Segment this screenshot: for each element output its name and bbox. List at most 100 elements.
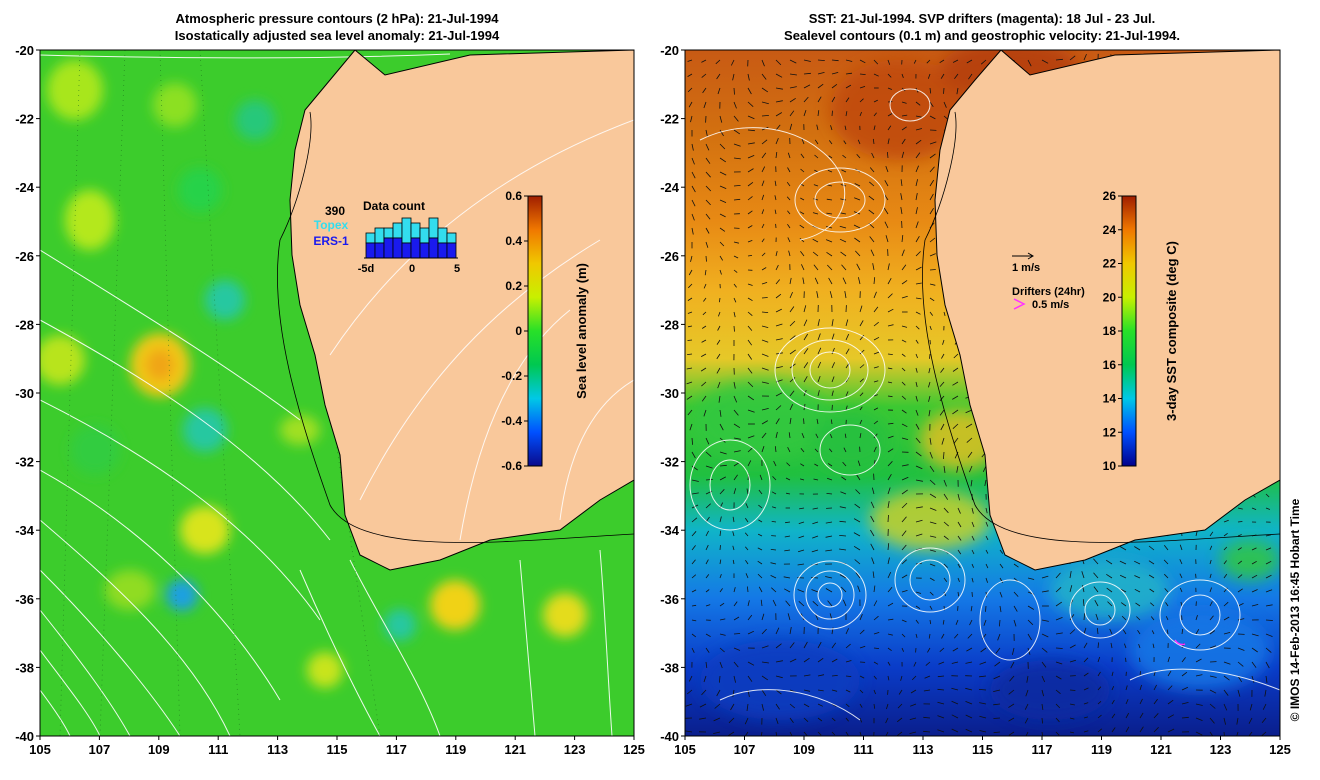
velocity-vector: [1120, 588, 1127, 593]
velocity-vector: [910, 703, 917, 707]
velocity-vector: [747, 447, 754, 453]
velocity-vector: [1097, 656, 1101, 663]
velocity-vector: [965, 701, 973, 705]
velocity-vector: [1008, 689, 1015, 695]
velocity-vector: [887, 448, 894, 453]
velocity-vector: [761, 420, 769, 425]
velocity-vector: [1265, 661, 1270, 669]
inset-title: Data count: [363, 199, 425, 213]
velocity-vector: [901, 280, 908, 285]
sst-colorbar-ticks: 26 24 22 20 18 16 14 12 10: [1103, 189, 1122, 473]
velocity-vector: [898, 689, 903, 695]
left-lon-tick-label: 109: [148, 742, 170, 757]
velocity-vector: [901, 325, 908, 328]
velocity-vector: [1041, 661, 1047, 668]
velocity-vector: [803, 96, 809, 103]
velocity-vector: [770, 549, 777, 551]
velocity-vector: [901, 381, 906, 386]
velocity-vector: [774, 209, 777, 215]
velocity-vector: [803, 109, 807, 117]
velocity-scale-label: 1 m/s: [1012, 262, 1040, 274]
velocity-vector: [887, 618, 894, 621]
velocity-vector: [814, 139, 819, 145]
velocity-vector: [787, 237, 791, 243]
velocity-vector: [719, 269, 722, 275]
velocity-vector: [817, 731, 822, 736]
velocity-vector: [1195, 674, 1203, 677]
inset-xtick-max: 5: [454, 263, 460, 275]
velocity-vector: [915, 282, 922, 285]
velocity-vector: [859, 419, 863, 425]
velocity-vector: [1195, 658, 1202, 663]
velocity-vector: [803, 376, 808, 383]
velocity-vector: [775, 405, 782, 411]
velocity-vector: [747, 255, 753, 257]
velocity-vector: [929, 207, 934, 215]
drifter-arrow-icon: [1013, 298, 1026, 310]
velocity-vector: [1237, 647, 1245, 651]
velocity-vector: [691, 633, 697, 638]
velocity-vector: [969, 465, 973, 473]
velocity-vector: [747, 381, 754, 388]
velocity-vector: [801, 138, 805, 145]
velocity-vector: [873, 277, 876, 285]
velocity-vector: [786, 196, 791, 201]
velocity-vector: [701, 689, 707, 696]
velocity-vector: [825, 521, 833, 524]
velocity-vector: [719, 409, 722, 417]
velocity-vector: [915, 179, 918, 187]
sst-colorbar-tick-label: 20: [1103, 290, 1117, 304]
velocity-vector: [999, 549, 1004, 554]
velocity-vector: [845, 731, 849, 736]
velocity-vector: [915, 591, 922, 594]
velocity-vector: [687, 297, 693, 301]
velocity-vector: [901, 339, 907, 343]
velocity-vector: [1083, 730, 1089, 733]
velocity-vector: [747, 586, 749, 593]
velocity-vector: [775, 627, 780, 635]
velocity-legend: 1 m/s Drifters (24hr) 0.5 m/s: [1012, 252, 1085, 311]
velocity-vector: [915, 221, 919, 229]
velocity-vector: [1265, 675, 1268, 683]
velocity-vector: [901, 295, 908, 299]
velocity-vector: [1163, 559, 1169, 565]
velocity-vector: [937, 715, 945, 719]
velocity-vector: [761, 661, 769, 664]
velocity-vector: [929, 297, 935, 302]
velocity-vector: [701, 73, 707, 78]
velocity-vector: [1209, 645, 1217, 649]
velocity-vector: [702, 87, 707, 94]
velocity-vector: [929, 179, 935, 187]
velocity-vector: [714, 703, 721, 709]
velocity-vector: [915, 423, 920, 430]
velocity-vector: [885, 731, 889, 736]
sla-colorbar-tick-label: -0.4: [501, 414, 522, 428]
velocity-vector: [873, 433, 878, 439]
velocity-vector: [800, 463, 805, 467]
velocity-vector: [1209, 531, 1214, 537]
velocity-vector: [1096, 627, 1099, 635]
velocity-vector: [870, 249, 875, 257]
inset-ers-bar: [419, 242, 430, 259]
velocity-vector: [744, 517, 749, 523]
velocity-vector: [825, 239, 833, 243]
velocity-vector: [887, 152, 889, 159]
velocity-vector: [797, 563, 805, 566]
velocity-vector: [915, 311, 921, 315]
velocity-vector: [747, 196, 753, 201]
velocity-vector: [873, 306, 879, 313]
velocity-vector: [1251, 604, 1259, 607]
velocity-vector: [827, 463, 833, 467]
velocity-vector: [733, 661, 739, 668]
velocity-vector: [799, 507, 805, 510]
left-lon-tick-label: 111: [208, 742, 228, 757]
velocity-vector: [705, 437, 710, 445]
velocity-vector: [830, 125, 833, 131]
velocity-vector: [747, 367, 753, 374]
velocity-vector: [925, 661, 931, 666]
velocity-vector: [783, 576, 791, 579]
velocity-vector: [1082, 599, 1085, 607]
inset-xtick-zero: 0: [409, 263, 415, 275]
velocity-vector: [831, 362, 835, 369]
velocity-vector: [1150, 602, 1155, 607]
